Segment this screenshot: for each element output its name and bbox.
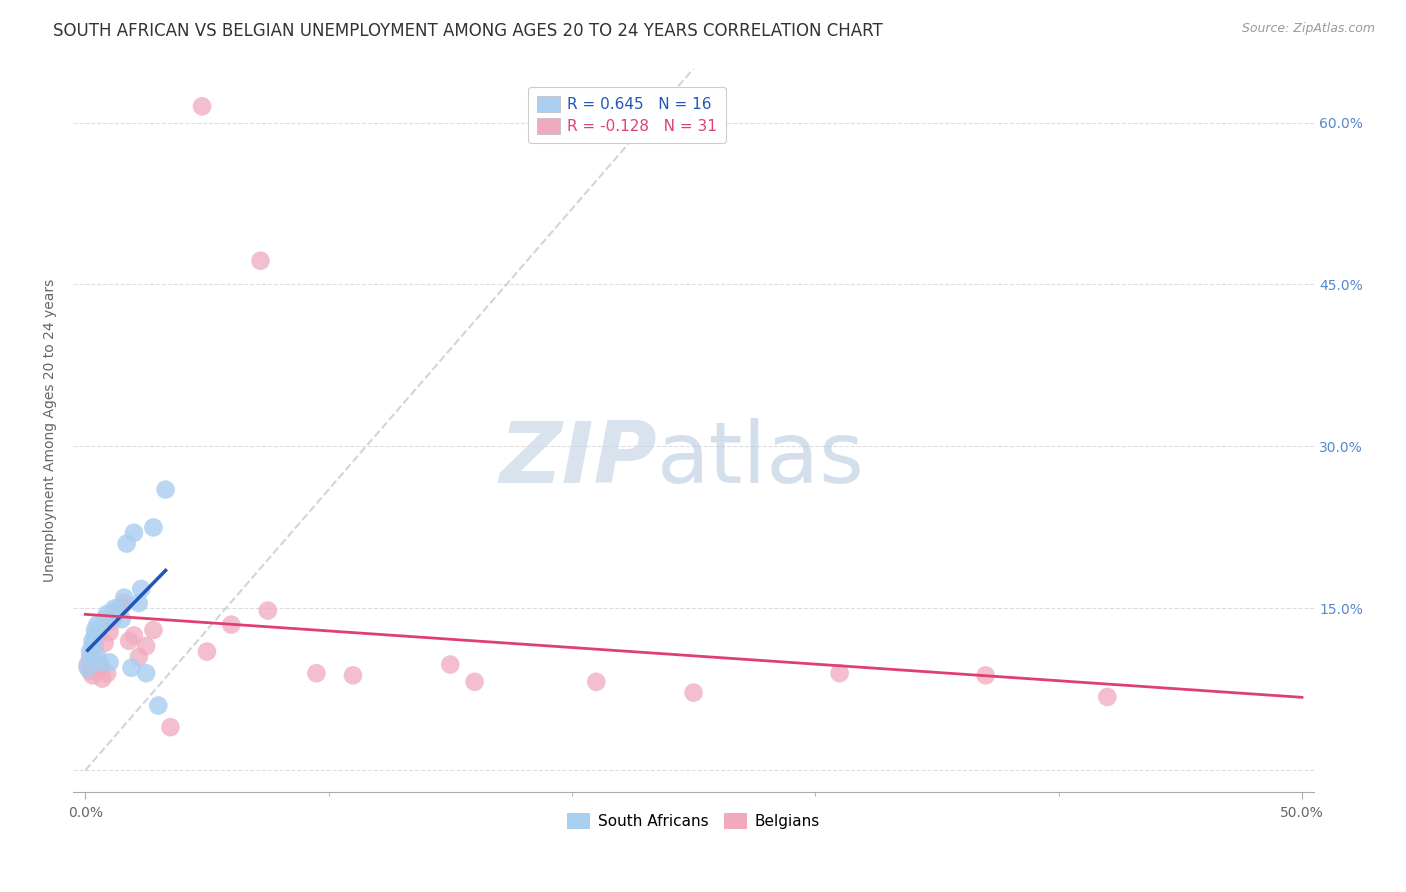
- Text: atlas: atlas: [657, 417, 865, 500]
- Point: [96, 607, 118, 621]
- Point: [89, 656, 111, 670]
- Point: [79, 644, 101, 658]
- Point: [439, 657, 461, 672]
- Point: [135, 639, 157, 653]
- Point: [93, 636, 115, 650]
- Point: [84, 623, 107, 637]
- Point: [82, 639, 104, 653]
- Point: [122, 628, 145, 642]
- Point: [115, 536, 138, 550]
- Point: [128, 650, 150, 665]
- Point: [105, 603, 128, 617]
- Point: [464, 674, 486, 689]
- Point: [82, 633, 104, 648]
- Point: [195, 644, 218, 658]
- Point: [82, 668, 104, 682]
- Point: [96, 666, 118, 681]
- Text: Source: ZipAtlas.com: Source: ZipAtlas.com: [1241, 22, 1375, 36]
- Point: [585, 674, 607, 689]
- Point: [112, 591, 135, 605]
- Point: [98, 625, 121, 640]
- Point: [155, 483, 177, 497]
- Point: [86, 650, 108, 665]
- Point: [135, 666, 157, 681]
- Point: [142, 520, 165, 534]
- Text: SOUTH AFRICAN VS BELGIAN UNEMPLOYMENT AMONG AGES 20 TO 24 YEARS CORRELATION CHAR: SOUTH AFRICAN VS BELGIAN UNEMPLOYMENT AM…: [53, 22, 883, 40]
- Point: [79, 650, 101, 665]
- Point: [191, 99, 214, 113]
- Point: [103, 609, 125, 624]
- Point: [89, 661, 111, 675]
- Point: [98, 656, 121, 670]
- Point: [159, 720, 181, 734]
- Point: [219, 617, 242, 632]
- Point: [84, 628, 107, 642]
- Text: ZIP: ZIP: [499, 417, 657, 500]
- Point: [148, 698, 170, 713]
- Point: [86, 617, 108, 632]
- Point: [103, 601, 125, 615]
- Point: [305, 666, 328, 681]
- Point: [111, 599, 134, 614]
- Point: [108, 601, 131, 615]
- Point: [256, 603, 278, 617]
- Point: [682, 685, 704, 699]
- Point: [142, 623, 165, 637]
- Legend: South Africans, Belgians: South Africans, Belgians: [561, 806, 825, 835]
- Point: [86, 628, 108, 642]
- Point: [91, 672, 114, 686]
- Point: [121, 661, 143, 675]
- Point: [118, 633, 141, 648]
- Point: [128, 596, 150, 610]
- Y-axis label: Unemployment Among Ages 20 to 24 years: Unemployment Among Ages 20 to 24 years: [44, 278, 58, 582]
- Point: [129, 582, 152, 596]
- Point: [76, 661, 98, 675]
- Point: [122, 525, 145, 540]
- Point: [101, 615, 124, 629]
- Point: [76, 657, 98, 672]
- Point: [112, 596, 135, 610]
- Point: [249, 253, 271, 268]
- Point: [974, 668, 997, 682]
- Point: [105, 603, 128, 617]
- Point: [84, 639, 107, 653]
- Point: [93, 612, 115, 626]
- Point: [111, 612, 134, 626]
- Point: [342, 668, 364, 682]
- Point: [79, 664, 101, 678]
- Point: [1097, 690, 1119, 704]
- Point: [828, 666, 851, 681]
